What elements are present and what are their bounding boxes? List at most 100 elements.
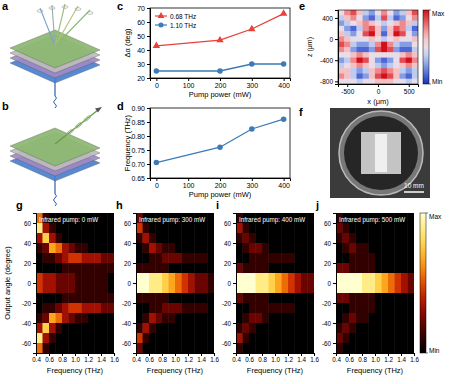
- tick: 400: [322, 15, 338, 22]
- cell: [344, 68, 351, 74]
- cell: [387, 10, 394, 16]
- tick: -40: [322, 320, 336, 327]
- cell: [101, 243, 108, 253]
- cell: [156, 233, 163, 243]
- cell: [69, 333, 76, 343]
- cell: [336, 333, 343, 343]
- cell: [149, 253, 156, 263]
- cell: [406, 15, 413, 21]
- layer: [10, 30, 100, 68]
- cell: [349, 303, 356, 313]
- cell: [195, 283, 202, 293]
- cell: [295, 283, 302, 293]
- cell: [336, 263, 343, 273]
- cell: [401, 273, 408, 283]
- cell: [369, 273, 376, 283]
- cell: [363, 42, 370, 48]
- tick: 1.4: [197, 353, 206, 363]
- cell: [75, 303, 82, 313]
- tick-label: 200: [215, 182, 227, 189]
- cell: [108, 213, 115, 223]
- cell: [406, 63, 413, 69]
- cell: [308, 343, 315, 353]
- cell: [408, 313, 415, 323]
- heatmap: 0.40.60.81.01.21.41.66040200-20-40-60Inf…: [322, 213, 419, 375]
- cell: [169, 253, 176, 263]
- tick: 1.4: [397, 353, 406, 363]
- tick-label: -40: [222, 320, 232, 327]
- cell: [49, 273, 56, 283]
- cell: [75, 333, 82, 343]
- cell: [393, 79, 400, 84]
- cell: [256, 303, 263, 313]
- tick: 70: [137, 5, 150, 12]
- cell: [369, 73, 376, 79]
- cell: [400, 26, 407, 32]
- tick-label: 1.4: [297, 356, 306, 363]
- cell: [101, 313, 108, 323]
- cell: [375, 31, 382, 37]
- cell: [362, 223, 369, 233]
- cell: [356, 243, 363, 253]
- tick-label: 0: [127, 280, 131, 287]
- cell: [350, 73, 357, 79]
- axis: 0.40.60.81.01.21.41.6: [232, 353, 319, 363]
- sample-window: [375, 134, 387, 172]
- cell: [369, 243, 376, 253]
- cell: [382, 293, 389, 303]
- cell: [188, 253, 195, 263]
- cell: [188, 273, 195, 283]
- cell: [201, 283, 208, 293]
- cell: [288, 303, 295, 313]
- cell: [401, 283, 408, 293]
- cell: [56, 253, 63, 263]
- axis: 0100200300400: [151, 78, 291, 89]
- cell: [395, 223, 402, 233]
- cell: [344, 63, 351, 69]
- tick: 60: [324, 220, 336, 227]
- cell: [369, 36, 376, 42]
- tick-mark: [147, 22, 150, 23]
- cell: [388, 313, 395, 323]
- cell: [400, 68, 407, 74]
- tick-label: 0: [377, 88, 381, 95]
- cell: [208, 223, 215, 233]
- cell: [195, 273, 202, 283]
- cell: [49, 313, 56, 323]
- tick-label: 1.0: [71, 356, 80, 363]
- cell: [236, 273, 243, 283]
- cell: [262, 283, 269, 293]
- cell: [88, 293, 95, 303]
- cell: [295, 343, 302, 353]
- cell: [387, 15, 394, 21]
- tick-label: 100: [183, 182, 195, 189]
- cell: [101, 233, 108, 243]
- marker: [153, 42, 160, 48]
- cell: [336, 253, 343, 263]
- cell: [343, 293, 350, 303]
- cell: [301, 283, 308, 293]
- cell: [382, 253, 389, 263]
- cell: [149, 263, 156, 273]
- output-beam: [55, 10, 90, 46]
- tick-mark: [147, 108, 150, 109]
- cell: [369, 42, 376, 48]
- axis-line: [151, 179, 291, 182]
- tick-mark: [147, 78, 150, 79]
- cell: [208, 283, 215, 293]
- colorbar-scale: [420, 213, 426, 353]
- cell: [262, 343, 269, 353]
- wavefront: [66, 128, 74, 135]
- cell: [343, 253, 350, 263]
- tick: 0.4: [332, 353, 341, 363]
- tick-mark: [33, 343, 36, 344]
- cell: [375, 58, 382, 64]
- cell: [412, 31, 418, 37]
- cell: [208, 333, 215, 343]
- colorbar: MaxMin: [423, 10, 445, 85]
- cell: [162, 253, 169, 263]
- tick-label: 0.6: [45, 356, 54, 363]
- cell: [382, 233, 389, 243]
- cell: [136, 343, 143, 353]
- cell: [356, 58, 363, 64]
